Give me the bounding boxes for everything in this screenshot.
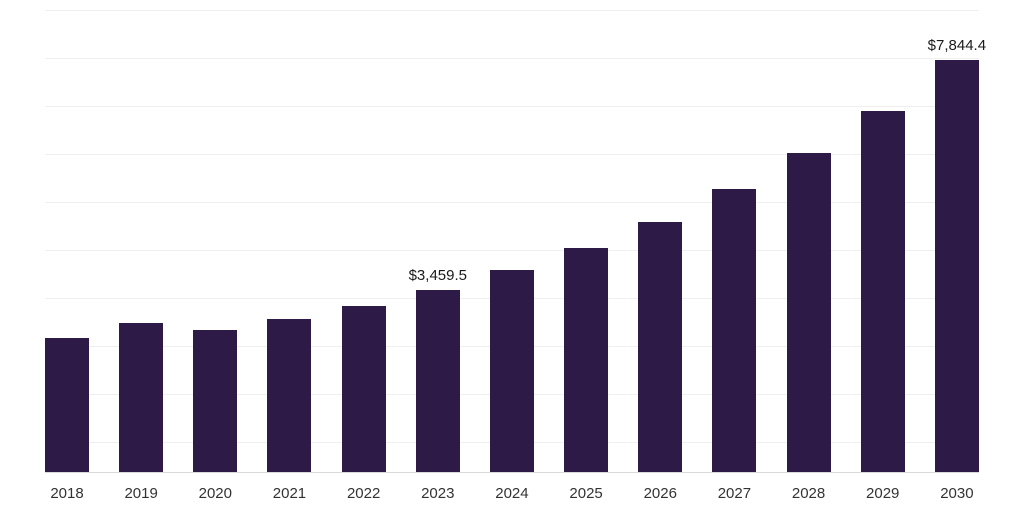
x-axis-label: 2019 xyxy=(124,485,158,502)
bar-column xyxy=(119,10,164,472)
x-axis-label: 2022 xyxy=(346,485,381,502)
x-axis-label: 2026 xyxy=(643,485,677,502)
x-axis-label: 2020 xyxy=(198,485,232,502)
bar-column xyxy=(786,10,831,472)
x-axis-label: 2030 xyxy=(940,485,974,502)
data-label: $7,844.4 xyxy=(927,37,987,55)
bar xyxy=(45,338,89,472)
bar xyxy=(712,189,757,472)
x-axis-label: 2027 xyxy=(717,485,752,502)
bar xyxy=(638,221,683,472)
bar-column xyxy=(341,10,386,472)
bar xyxy=(341,306,386,472)
bar-column xyxy=(193,10,238,472)
bar-column: $3,459.5 xyxy=(409,10,467,472)
bar xyxy=(415,290,460,472)
x-axis-label: 2021 xyxy=(272,485,307,502)
plot-area: $3,459.5 $7,844.4 xyxy=(45,10,986,473)
chart-area: $3,459.5 $7,844.4 2018 2019 2020 2021 2022 202… xyxy=(0,10,1024,502)
x-axis-label: 2024 xyxy=(495,485,529,502)
bar-column xyxy=(564,10,609,472)
bar xyxy=(934,60,979,472)
x-axis-label: 2025 xyxy=(569,485,603,502)
x-axis-label: 2018 xyxy=(50,485,84,502)
x-axis-label: 2023 xyxy=(421,485,455,502)
bar-column xyxy=(638,10,683,472)
bar xyxy=(119,323,164,472)
bar-column xyxy=(712,10,757,472)
x-axis-label: 2028 xyxy=(791,485,826,502)
data-label: $3,459.5 xyxy=(408,267,467,285)
bar xyxy=(267,318,312,472)
x-axis: 2018 2019 2020 2021 2022 2023 2024 2025 2026 2027… xyxy=(45,473,979,502)
bar-column xyxy=(45,10,89,472)
bar xyxy=(786,152,831,472)
bar xyxy=(860,110,905,472)
bar xyxy=(489,269,534,472)
bar-column xyxy=(860,10,905,472)
bar-column xyxy=(489,10,534,472)
bar-column xyxy=(267,10,312,472)
bar xyxy=(193,330,238,472)
x-axis-label: 2029 xyxy=(866,485,900,502)
bar-column: $7,844.4 xyxy=(928,10,986,472)
bar xyxy=(564,247,609,472)
